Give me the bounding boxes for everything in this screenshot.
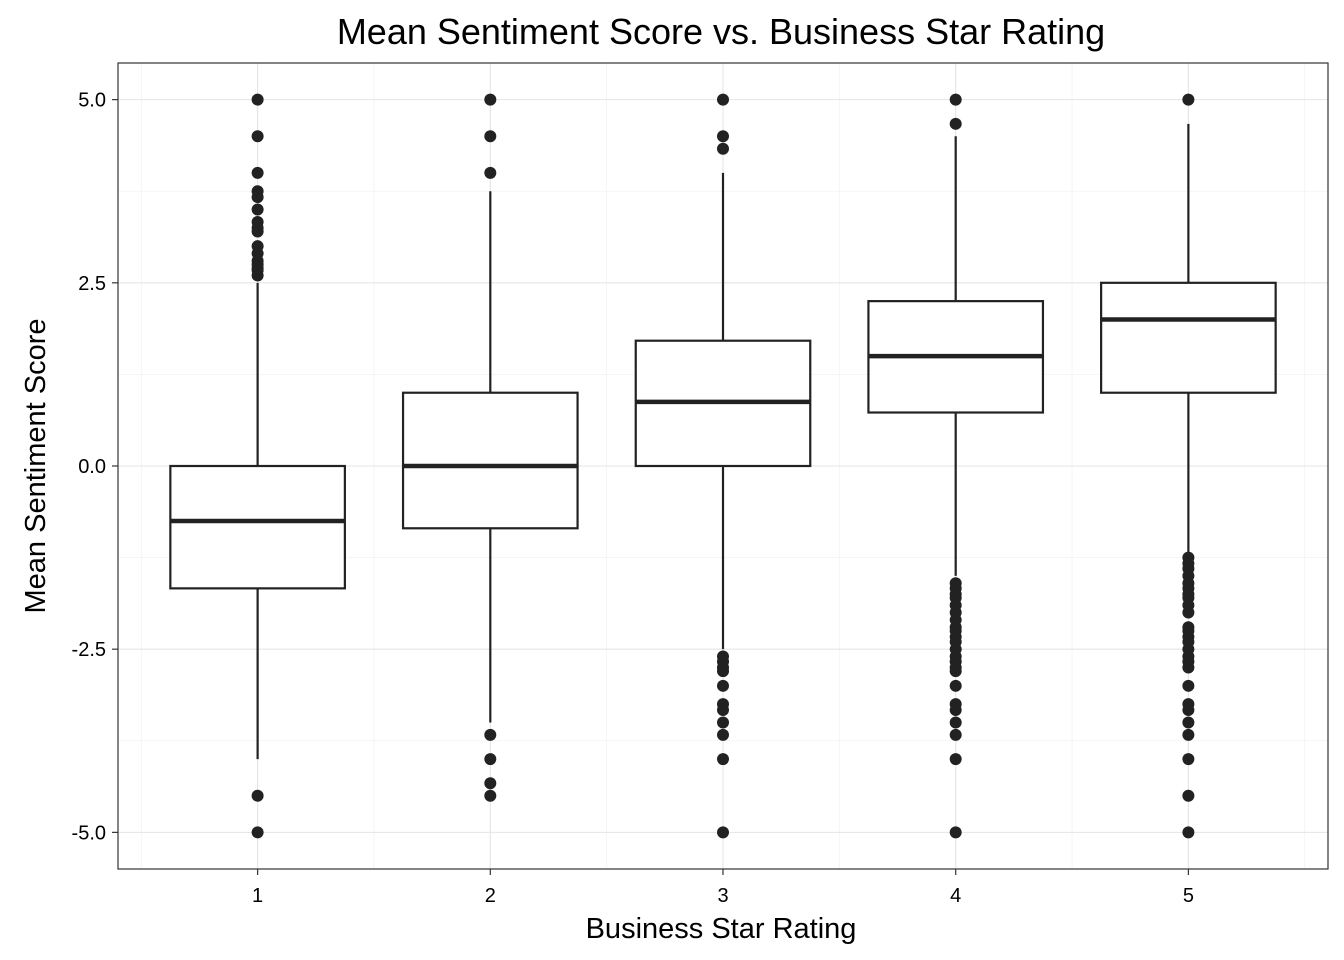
x-tick-label: 3 — [717, 885, 728, 907]
outlier-point — [251, 166, 264, 179]
outlier-point — [717, 142, 729, 155]
outlier-point — [1182, 716, 1195, 729]
outlier-point — [949, 753, 962, 766]
outlier-point — [717, 665, 729, 678]
outlier-point — [717, 703, 729, 716]
outlier-point — [251, 826, 264, 839]
x-axis: 1 2 3 4 5 — [252, 869, 1194, 907]
box-group-4 — [867, 93, 1045, 839]
outlier-point — [251, 225, 264, 238]
outlier-point — [949, 679, 962, 692]
box-group-3 — [634, 93, 812, 839]
chart-title: Mean Sentiment Score vs. Business Star R… — [337, 11, 1105, 52]
x-tick-label: 4 — [950, 885, 961, 907]
outlier-point — [717, 93, 729, 106]
outlier-point — [484, 777, 497, 790]
outlier-point — [484, 728, 497, 741]
outlier-point — [949, 826, 962, 839]
x-axis-title: Business Star Rating — [586, 913, 857, 945]
outlier-point — [717, 728, 729, 741]
y-tick-label: 2.5 — [78, 273, 106, 295]
outlier-point — [949, 665, 962, 678]
iqr-box — [401, 391, 579, 530]
outlier-point — [484, 753, 497, 766]
outlier-point — [717, 716, 729, 729]
y-axis: -5.0 -2.5 0.0 2.5 5.0 — [72, 90, 118, 844]
outlier-point — [484, 166, 497, 179]
x-tick-label: 5 — [1183, 885, 1194, 907]
outlier-point — [717, 130, 729, 143]
outlier-point — [251, 789, 264, 802]
outlier-point — [251, 191, 264, 204]
y-tick-label: 5.0 — [78, 90, 106, 112]
outlier-point — [1182, 728, 1195, 741]
outlier-point — [949, 703, 962, 716]
y-tick-label: -5.0 — [72, 822, 106, 844]
x-tick-label: 1 — [252, 885, 263, 907]
outlier-point — [484, 93, 497, 106]
outlier-point — [949, 117, 962, 130]
outlier-point — [484, 789, 497, 802]
box-group-1 — [169, 93, 346, 839]
y-axis-title: Mean Sentiment Score — [20, 319, 52, 614]
outlier-point — [1182, 789, 1195, 802]
outlier-point — [949, 93, 962, 106]
box-group-2 — [401, 93, 579, 802]
outlier-point — [251, 203, 264, 216]
outlier-point — [1182, 606, 1195, 619]
outlier-point — [717, 826, 729, 839]
outlier-point — [1182, 703, 1195, 716]
plot-panel — [117, 62, 1329, 870]
outlier-point — [1182, 679, 1195, 692]
outlier-point — [1182, 93, 1195, 106]
outlier-point — [251, 93, 264, 106]
outlier-point — [1182, 753, 1195, 766]
outlier-point — [949, 728, 962, 741]
outlier-point — [1182, 826, 1195, 839]
outlier-point — [484, 130, 497, 143]
iqr-box — [169, 464, 346, 590]
outlier-point — [251, 269, 264, 282]
outlier-point — [949, 716, 962, 729]
box-group-5 — [1100, 93, 1277, 839]
iqr-box — [1100, 281, 1277, 394]
outlier-point — [717, 753, 729, 766]
outlier-point — [251, 130, 264, 143]
y-tick-label: 0.0 — [78, 456, 106, 478]
box-series — [169, 93, 1277, 839]
outlier-point — [1182, 661, 1195, 674]
outlier-point — [717, 679, 729, 692]
y-tick-label: -2.5 — [72, 639, 106, 661]
x-tick-label: 2 — [485, 885, 496, 907]
